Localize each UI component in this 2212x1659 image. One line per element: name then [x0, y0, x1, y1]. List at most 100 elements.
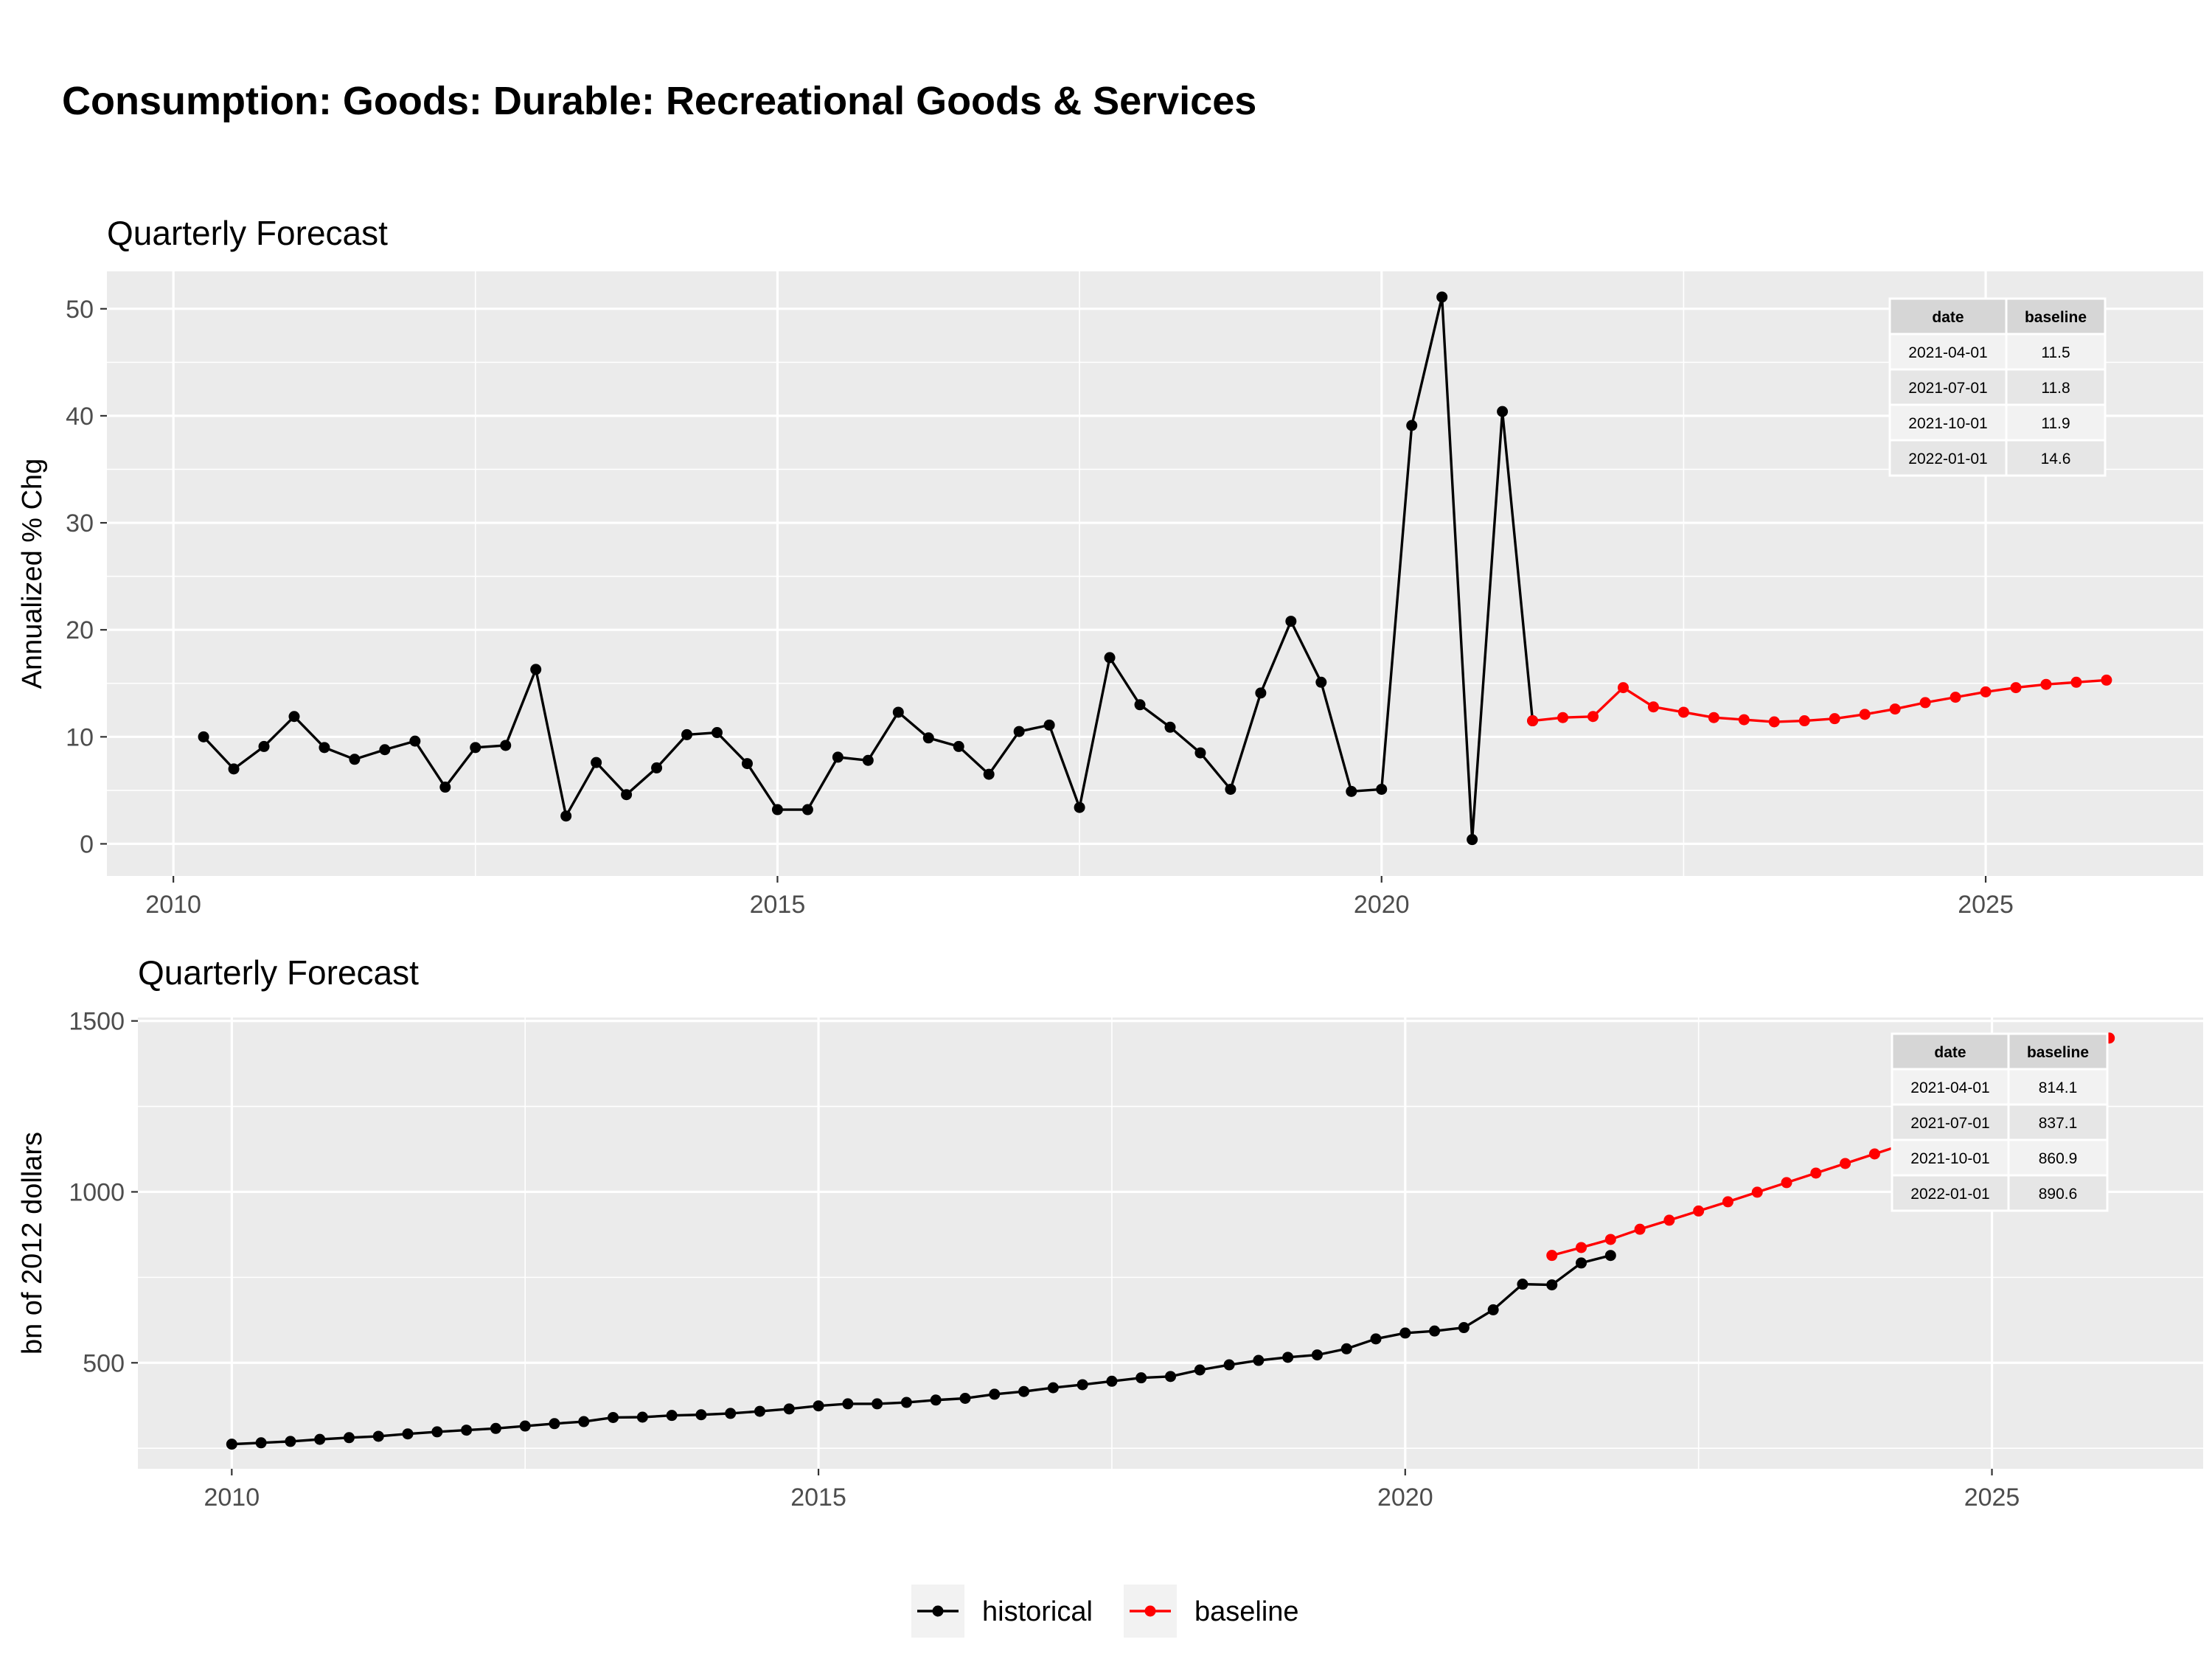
series-point-baseline	[1546, 1250, 1558, 1262]
series-point-historical	[1376, 783, 1388, 795]
plot-background	[107, 271, 2203, 876]
series-point-historical	[549, 1418, 560, 1430]
table-header-text: date	[1934, 1044, 1966, 1061]
series-point-historical	[741, 758, 753, 770]
series-point-baseline	[1576, 1242, 1587, 1253]
series-point-baseline	[1950, 692, 1961, 703]
series-point-baseline	[1919, 697, 1931, 709]
series-point-historical	[953, 740, 964, 752]
series-point-historical	[439, 782, 451, 793]
series-point-baseline	[1810, 1167, 1822, 1179]
table-cell	[2005, 439, 2107, 477]
series-point-historical	[490, 1422, 501, 1434]
series-point-historical	[1576, 1257, 1587, 1269]
series-point-historical	[1194, 1364, 1206, 1376]
table-cell-text: 837.1	[2039, 1115, 2078, 1132]
series-point-baseline	[1527, 715, 1539, 727]
series-point-historical	[959, 1392, 971, 1404]
table-header-cell	[2007, 1032, 2109, 1071]
series-point-historical	[198, 731, 209, 742]
table-cell	[2007, 1174, 2109, 1212]
figure-title: Consumption: Goods: Durable: Recreationa…	[62, 79, 1256, 123]
series-point-baseline	[1647, 701, 1659, 713]
legend-label-baseline: baseline	[1194, 1596, 1299, 1627]
series-point-historical	[892, 706, 904, 718]
series-point-historical	[1223, 1359, 1235, 1371]
table-cell-text: 11.9	[2041, 415, 2070, 432]
series-point-historical	[608, 1411, 619, 1423]
series-point-historical	[900, 1397, 912, 1408]
series-point-historical	[983, 768, 995, 780]
series-point-baseline	[1889, 703, 1901, 715]
table-cell-text: 2022-01-01	[1910, 1186, 1989, 1203]
series-point-baseline	[1980, 686, 1992, 698]
series-point-historical	[1487, 1304, 1499, 1315]
series-point-baseline	[1557, 712, 1569, 723]
series-point-historical	[1104, 652, 1116, 664]
series-point-baseline	[1693, 1205, 1705, 1217]
series-point-baseline	[1587, 711, 1599, 723]
series-point-baseline	[1708, 712, 1719, 723]
series-point-historical	[1255, 687, 1267, 699]
series-point-historical	[1517, 1279, 1528, 1290]
series-point-historical	[258, 740, 270, 752]
series-point-historical	[1253, 1354, 1265, 1366]
panel-subtitle: Quarterly Forecast	[138, 953, 419, 992]
table-cell	[1891, 1138, 2010, 1177]
series-point-historical	[712, 727, 723, 739]
series-point-historical	[319, 742, 330, 754]
series-point-historical	[285, 1436, 296, 1447]
y-tick-label: 20	[66, 616, 94, 644]
panel-level-bn-dollars: Quarterly Forecast 2010 2015 2020 2025 500 100…	[17, 953, 2203, 1512]
series-point-historical	[862, 754, 874, 766]
series-point-historical	[530, 664, 542, 675]
series-point-historical	[681, 728, 693, 740]
series-point-historical	[470, 742, 481, 754]
y-tick-label: 500	[83, 1349, 125, 1377]
series-point-historical	[922, 732, 934, 744]
table-cell-text: 11.5	[2041, 344, 2070, 361]
series-point-historical	[519, 1420, 531, 1432]
y-tick-label: 50	[66, 296, 94, 324]
table-cell-text: 814.1	[2039, 1079, 2078, 1096]
series-point-baseline	[2070, 676, 2082, 688]
series-point-historical	[409, 735, 421, 747]
series-point-historical	[1282, 1352, 1294, 1363]
legend-point-historical	[932, 1605, 944, 1617]
series-point-historical	[1315, 676, 1327, 688]
series-point-baseline	[1868, 1148, 1880, 1160]
series-point-historical	[578, 1416, 590, 1427]
x-tick-label: 2020	[1354, 891, 1410, 919]
series-point-historical	[379, 744, 391, 756]
table-cell	[2007, 1138, 2109, 1177]
series-point-historical	[1194, 747, 1206, 759]
series-point-baseline	[1751, 1186, 1763, 1198]
series-point-historical	[1604, 1250, 1616, 1262]
series-point-baseline	[1604, 1234, 1616, 1245]
table-cell-text: 2021-07-01	[1910, 1115, 1989, 1132]
panel-subtitle: Quarterly Forecast	[107, 214, 388, 252]
series-point-historical	[1047, 1382, 1059, 1394]
series-point-historical	[842, 1398, 854, 1410]
series-point-historical	[461, 1425, 473, 1436]
series-point-historical	[636, 1411, 648, 1423]
x-tick-label: 2010	[204, 1484, 260, 1512]
series-point-historical	[349, 754, 361, 765]
series-point-historical	[801, 804, 813, 815]
series-point-historical	[1165, 1371, 1176, 1382]
series-point-baseline	[1798, 715, 1810, 727]
series-point-historical	[343, 1432, 355, 1444]
x-tick-label: 2025	[1958, 891, 2014, 919]
data-table: date baseline 2021-04-01 814.1 2021-07-01 837…	[1891, 1032, 2109, 1212]
table-cell	[2005, 403, 2107, 442]
series-point-historical	[228, 763, 240, 775]
series-point-historical	[1013, 726, 1025, 737]
series-point-historical	[621, 789, 633, 801]
table-cell-text: 890.6	[2039, 1186, 2078, 1203]
series-point-historical	[1429, 1325, 1441, 1337]
table-cell-text: 11.8	[2041, 380, 2070, 397]
series-point-baseline	[2101, 674, 2112, 686]
table-header-cell	[2005, 297, 2107, 335]
series-point-historical	[1077, 1379, 1088, 1391]
series-point-historical	[591, 757, 602, 768]
